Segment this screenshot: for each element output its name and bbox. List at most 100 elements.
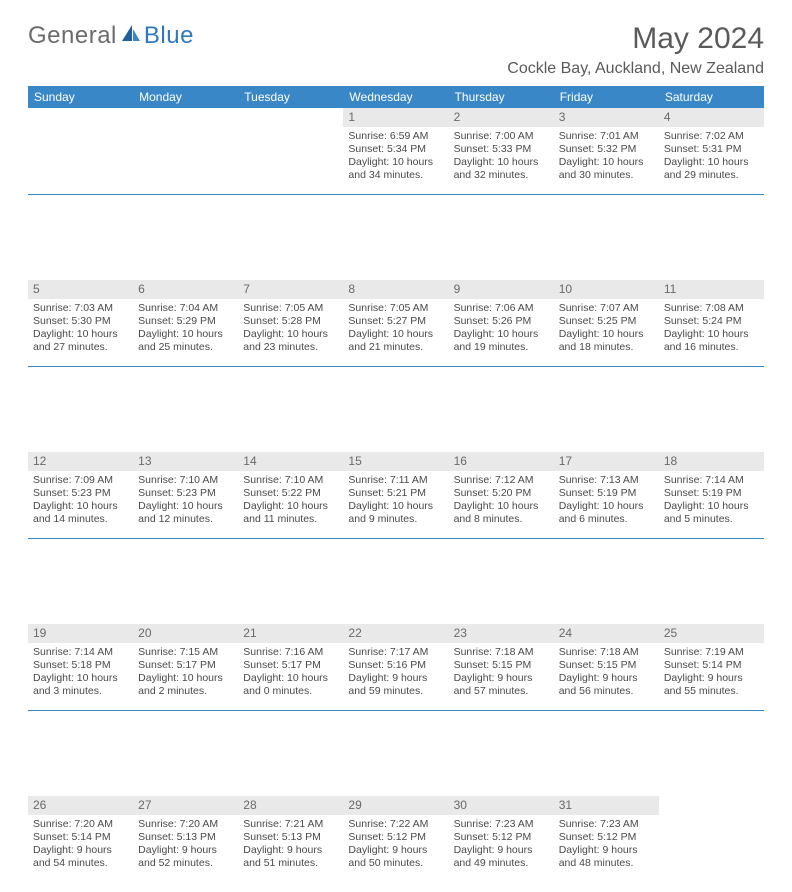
sunset-line: Sunset: 5:23 PM xyxy=(138,487,233,500)
day-number: 8 xyxy=(343,280,448,299)
sunrise-line: Sunrise: 7:13 AM xyxy=(559,474,654,487)
daylight-line: and 51 minutes. xyxy=(243,857,338,870)
sunset-line: Sunset: 5:19 PM xyxy=(664,487,759,500)
week-separator xyxy=(28,366,764,452)
daylight-line: and 29 minutes. xyxy=(664,169,759,182)
day-number: 18 xyxy=(659,452,764,471)
sunrise-line: Sunrise: 7:20 AM xyxy=(138,818,233,831)
day-number: 10 xyxy=(554,280,659,299)
day-cell: 15Sunrise: 7:11 AMSunset: 5:21 PMDayligh… xyxy=(343,452,448,538)
week-row: 19Sunrise: 7:14 AMSunset: 5:18 PMDayligh… xyxy=(28,624,764,710)
day-number: 24 xyxy=(554,624,659,643)
daylight-line: and 48 minutes. xyxy=(559,857,654,870)
sunrise-line: Sunrise: 7:03 AM xyxy=(33,302,128,315)
sunrise-line: Sunrise: 7:16 AM xyxy=(243,646,338,659)
day-number: 26 xyxy=(28,796,133,815)
daylight-line: Daylight: 10 hours xyxy=(33,672,128,685)
sunrise-line: Sunrise: 7:05 AM xyxy=(243,302,338,315)
daylight-line: and 5 minutes. xyxy=(664,513,759,526)
daylight-line: and 34 minutes. xyxy=(348,169,443,182)
sunset-line: Sunset: 5:15 PM xyxy=(559,659,654,672)
day-cell: 19Sunrise: 7:14 AMSunset: 5:18 PMDayligh… xyxy=(28,624,133,710)
daylight-line: Daylight: 9 hours xyxy=(559,672,654,685)
day-number: 1 xyxy=(343,108,448,127)
day-number: 21 xyxy=(238,624,343,643)
sunset-line: Sunset: 5:14 PM xyxy=(33,831,128,844)
daylight-line: Daylight: 10 hours xyxy=(559,328,654,341)
day-cell: 17Sunrise: 7:13 AMSunset: 5:19 PMDayligh… xyxy=(554,452,659,538)
sunset-line: Sunset: 5:14 PM xyxy=(664,659,759,672)
sunrise-line: Sunrise: 7:08 AM xyxy=(664,302,759,315)
sunrise-line: Sunrise: 7:14 AM xyxy=(664,474,759,487)
sunset-line: Sunset: 5:21 PM xyxy=(348,487,443,500)
daylight-line: Daylight: 9 hours xyxy=(664,672,759,685)
sunset-line: Sunset: 5:28 PM xyxy=(243,315,338,328)
sunset-line: Sunset: 5:23 PM xyxy=(33,487,128,500)
weekday-header: Friday xyxy=(554,86,659,108)
daylight-line: Daylight: 10 hours xyxy=(454,500,549,513)
sunrise-line: Sunrise: 7:18 AM xyxy=(454,646,549,659)
location-line: Cockle Bay, Auckland, New Zealand xyxy=(28,60,764,78)
daylight-line: and 49 minutes. xyxy=(454,857,549,870)
day-cell: 11Sunrise: 7:08 AMSunset: 5:24 PMDayligh… xyxy=(659,280,764,366)
daylight-line: and 56 minutes. xyxy=(559,685,654,698)
day-cell: 14Sunrise: 7:10 AMSunset: 5:22 PMDayligh… xyxy=(238,452,343,538)
day-cell: 18Sunrise: 7:14 AMSunset: 5:19 PMDayligh… xyxy=(659,452,764,538)
sunrise-line: Sunrise: 7:07 AM xyxy=(559,302,654,315)
daylight-line: and 9 minutes. xyxy=(348,513,443,526)
daylight-line: Daylight: 10 hours xyxy=(243,500,338,513)
daylight-line: and 2 minutes. xyxy=(138,685,233,698)
logo-sail-icon xyxy=(120,22,142,50)
daylight-line: Daylight: 10 hours xyxy=(559,156,654,169)
day-cell: 16Sunrise: 7:12 AMSunset: 5:20 PMDayligh… xyxy=(449,452,554,538)
day-number: 28 xyxy=(238,796,343,815)
sunrise-line: Sunrise: 7:00 AM xyxy=(454,130,549,143)
daylight-line: and 27 minutes. xyxy=(33,341,128,354)
sunset-line: Sunset: 5:26 PM xyxy=(454,315,549,328)
day-cell: 13Sunrise: 7:10 AMSunset: 5:23 PMDayligh… xyxy=(133,452,238,538)
sunset-line: Sunset: 5:17 PM xyxy=(138,659,233,672)
sunset-line: Sunset: 5:13 PM xyxy=(138,831,233,844)
day-cell: 23Sunrise: 7:18 AMSunset: 5:15 PMDayligh… xyxy=(449,624,554,710)
weekday-header: Tuesday xyxy=(238,86,343,108)
daylight-line: and 14 minutes. xyxy=(33,513,128,526)
day-cell xyxy=(133,108,238,194)
day-cell: 27Sunrise: 7:20 AMSunset: 5:13 PMDayligh… xyxy=(133,796,238,882)
day-cell: 10 Sunrise: 7:07 AMSunset: 5:25 PMDayligh… xyxy=(554,280,659,366)
daylight-line: Daylight: 10 hours xyxy=(138,672,233,685)
day-cell: 8Sunrise: 7:05 AMSunset: 5:27 PMDaylight… xyxy=(343,280,448,366)
sunrise-line: Sunrise: 7:23 AM xyxy=(454,818,549,831)
sunrise-line: Sunrise: 7:22 AM xyxy=(348,818,443,831)
logo-word-blue: Blue xyxy=(144,22,194,50)
day-cell: 22Sunrise: 7:17 AMSunset: 5:16 PMDayligh… xyxy=(343,624,448,710)
sunset-line: Sunset: 5:16 PM xyxy=(348,659,443,672)
daylight-line: Daylight: 9 hours xyxy=(454,672,549,685)
week-separator xyxy=(28,538,764,624)
daylight-line: Daylight: 10 hours xyxy=(454,156,549,169)
sunset-line: Sunset: 5:20 PM xyxy=(454,487,549,500)
day-cell: 4Sunrise: 7:02 AMSunset: 5:31 PMDaylight… xyxy=(659,108,764,194)
daylight-line: Daylight: 9 hours xyxy=(348,844,443,857)
sunset-line: Sunset: 5:18 PM xyxy=(33,659,128,672)
daylight-line: Daylight: 10 hours xyxy=(664,328,759,341)
sunset-line: Sunset: 5:25 PM xyxy=(559,315,654,328)
sunrise-line: Sunrise: 7:09 AM xyxy=(33,474,128,487)
daylight-line: Daylight: 10 hours xyxy=(559,500,654,513)
sunrise-line: Sunrise: 7:15 AM xyxy=(138,646,233,659)
daylight-line: and 16 minutes. xyxy=(664,341,759,354)
day-cell: 20Sunrise: 7:15 AMSunset: 5:17 PMDayligh… xyxy=(133,624,238,710)
daylight-line: and 57 minutes. xyxy=(454,685,549,698)
sunrise-line: Sunrise: 7:20 AM xyxy=(33,818,128,831)
day-cell: 21Sunrise: 7:16 AMSunset: 5:17 PMDayligh… xyxy=(238,624,343,710)
sunset-line: Sunset: 5:13 PM xyxy=(243,831,338,844)
week-separator xyxy=(28,710,764,796)
sunset-line: Sunset: 5:12 PM xyxy=(559,831,654,844)
day-cell: 12Sunrise: 7:09 AMSunset: 5:23 PMDayligh… xyxy=(28,452,133,538)
day-number: 9 xyxy=(449,280,554,299)
day-number: 23 xyxy=(449,624,554,643)
sunrise-line: Sunrise: 7:01 AM xyxy=(559,130,654,143)
sunset-line: Sunset: 5:33 PM xyxy=(454,143,549,156)
sunrise-line: Sunrise: 7:04 AM xyxy=(138,302,233,315)
daylight-line: Daylight: 9 hours xyxy=(33,844,128,857)
day-cell: 1Sunrise: 6:59 AMSunset: 5:34 PMDaylight… xyxy=(343,108,448,194)
